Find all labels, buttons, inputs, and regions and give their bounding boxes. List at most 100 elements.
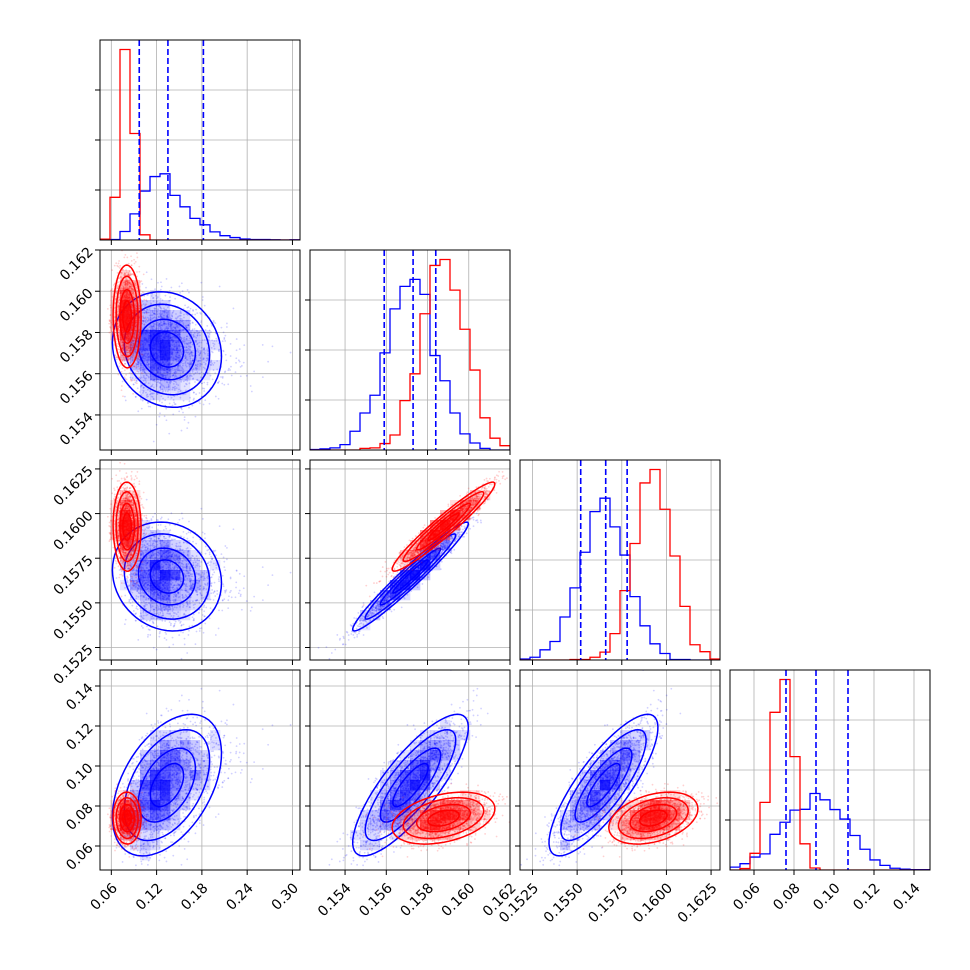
sample-point (174, 385, 176, 388)
sample-point (210, 346, 213, 349)
sample-point (169, 380, 172, 383)
sample-point (217, 381, 219, 384)
sample-point (123, 359, 126, 361)
sample-point (160, 281, 162, 284)
sample-point (166, 371, 169, 374)
sample-point (188, 520, 190, 523)
sample-point (147, 363, 150, 366)
sample-point (235, 361, 237, 364)
sample-point (115, 358, 118, 361)
sample-point (147, 395, 149, 398)
sample-point (167, 313, 169, 316)
sample-point (128, 372, 131, 374)
sample-point (157, 380, 159, 383)
sample-point (170, 363, 173, 365)
sample-point (166, 371, 169, 373)
sample-point (211, 573, 214, 576)
sample-point (177, 367, 179, 369)
sample-point (213, 581, 216, 584)
sample-point (141, 353, 144, 356)
sample-point (164, 310, 167, 313)
sample-point (136, 387, 139, 390)
sample-point (144, 304, 147, 307)
sample-point (186, 289, 189, 291)
sample-point (217, 397, 220, 400)
sample-point (117, 262, 120, 265)
sample-point (188, 629, 190, 632)
sample-point (140, 280, 143, 283)
sample-point (132, 383, 135, 386)
sample-point (167, 518, 170, 521)
sample-point (167, 316, 170, 319)
sample-point (186, 335, 189, 338)
sample-point (135, 362, 138, 365)
sample-point (186, 427, 189, 430)
sample-point (173, 401, 176, 404)
sample-point (190, 350, 193, 353)
sample-point (184, 393, 187, 395)
sample-point (179, 378, 181, 381)
sample-point (206, 372, 209, 375)
density-cell (180, 360, 191, 371)
sample-point (169, 321, 172, 324)
sample-point (143, 323, 146, 326)
sample-point (159, 412, 161, 415)
sample-point (179, 317, 182, 320)
sample-point (167, 383, 170, 386)
sample-point (150, 278, 153, 281)
sample-point (130, 260, 133, 262)
sample-point (195, 308, 198, 311)
sample-point (128, 352, 131, 355)
sample-point (169, 324, 172, 326)
sample-point (200, 321, 203, 324)
sample-point (175, 387, 178, 390)
sample-point (116, 271, 119, 274)
sample-point (171, 404, 174, 407)
sample-point (118, 351, 121, 354)
sample-point (201, 299, 204, 301)
sample-point (217, 349, 220, 352)
sample-point (154, 307, 157, 310)
sample-point (168, 322, 170, 324)
sample-point (214, 395, 217, 398)
sample-point (133, 365, 136, 368)
sample-point (106, 307, 109, 310)
sample-point (234, 371, 237, 374)
sample-point (123, 376, 126, 379)
sample-point (158, 632, 161, 635)
sample-point (149, 316, 152, 319)
sample-point (169, 371, 172, 373)
sample-point (191, 343, 194, 346)
sample-point (188, 400, 191, 403)
sample-point (223, 336, 226, 339)
sample-point (172, 374, 174, 377)
sample-point (147, 388, 149, 391)
sample-point (182, 370, 185, 373)
sample-point (134, 619, 137, 622)
sample-point (157, 305, 160, 308)
sample-point (167, 320, 170, 323)
sample-point (235, 338, 238, 340)
sample-point (183, 643, 186, 646)
sample-point (128, 346, 131, 349)
sample-point (202, 357, 205, 360)
sample-point (162, 320, 165, 323)
sample-point (182, 411, 184, 414)
sample-point (214, 549, 217, 552)
density-cell (170, 380, 181, 391)
sample-point (169, 296, 171, 298)
sample-point (145, 318, 148, 321)
sample-point (163, 371, 166, 374)
sample-point (164, 620, 167, 622)
sample-point (210, 360, 213, 363)
sample-point (202, 348, 205, 351)
sample-point (167, 323, 170, 326)
sample-point (166, 390, 169, 393)
sample-point (179, 319, 182, 322)
sample-point (224, 340, 227, 342)
sample-point (170, 325, 173, 328)
sample-point (166, 381, 169, 384)
sample-point (125, 246, 127, 248)
sample-point (150, 395, 153, 398)
sample-point (168, 432, 171, 435)
